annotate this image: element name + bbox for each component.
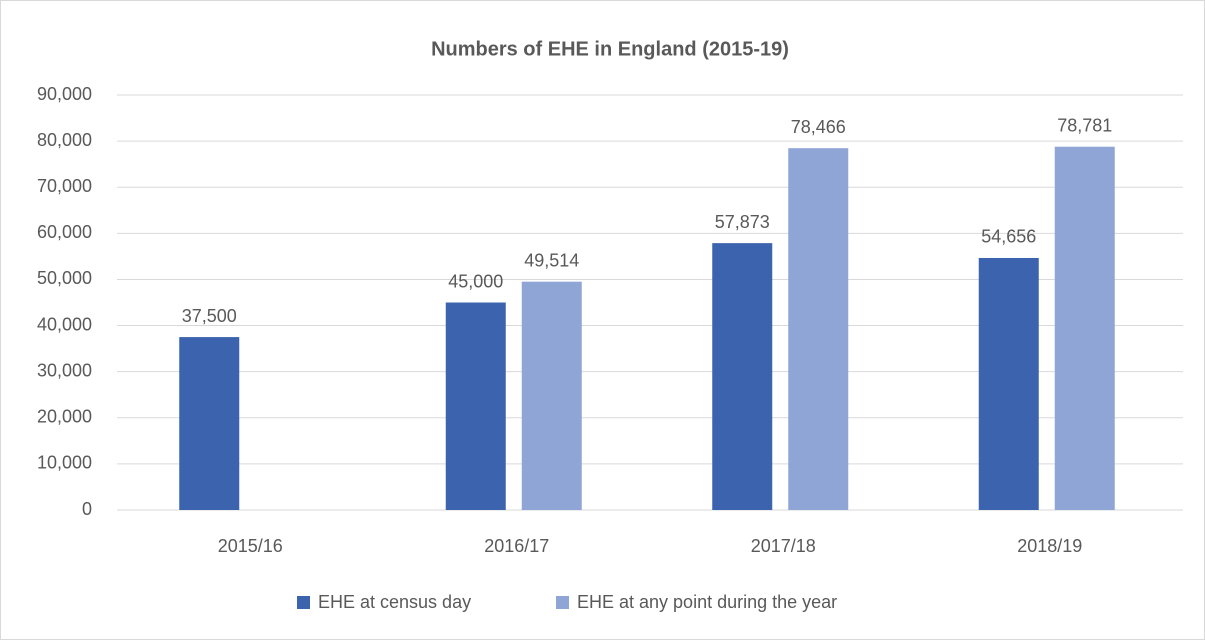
bar — [445, 302, 506, 510]
y-tick-label: 40,000 — [37, 314, 92, 334]
legend-label: EHE at any point during the year — [577, 592, 837, 612]
legend-swatch — [556, 596, 569, 609]
bar — [788, 148, 849, 510]
y-tick-label: 50,000 — [37, 268, 92, 288]
y-tick-label: 10,000 — [37, 453, 92, 473]
y-tick-label: 90,000 — [37, 84, 92, 104]
data-label: 37,500 — [182, 306, 237, 326]
data-label: 57,873 — [715, 212, 770, 232]
x-tick-label: 2017/18 — [751, 536, 816, 556]
y-tick-label: 80,000 — [37, 130, 92, 150]
y-tick-label: 30,000 — [37, 360, 92, 380]
y-tick-label: 60,000 — [37, 222, 92, 242]
data-label: 78,781 — [1057, 115, 1112, 135]
bar — [712, 243, 773, 510]
bar — [978, 257, 1039, 510]
chart-title: Numbers of EHE in England (2015-19) — [431, 38, 789, 60]
bar — [521, 281, 582, 510]
legend-swatch — [297, 596, 310, 609]
bar — [1054, 146, 1115, 510]
x-tick-label: 2018/19 — [1017, 536, 1082, 556]
data-label: 49,514 — [524, 250, 579, 270]
data-label: 45,000 — [448, 271, 503, 291]
legend-label: EHE at census day — [318, 592, 471, 612]
data-label: 54,656 — [981, 227, 1036, 247]
y-tick-label: 0 — [82, 499, 92, 519]
x-tick-label: 2015/16 — [218, 536, 283, 556]
x-tick-label: 2016/17 — [484, 536, 549, 556]
y-tick-label: 20,000 — [37, 407, 92, 427]
y-tick-label: 70,000 — [37, 176, 92, 196]
bar — [179, 337, 240, 510]
data-label: 78,466 — [791, 117, 846, 137]
